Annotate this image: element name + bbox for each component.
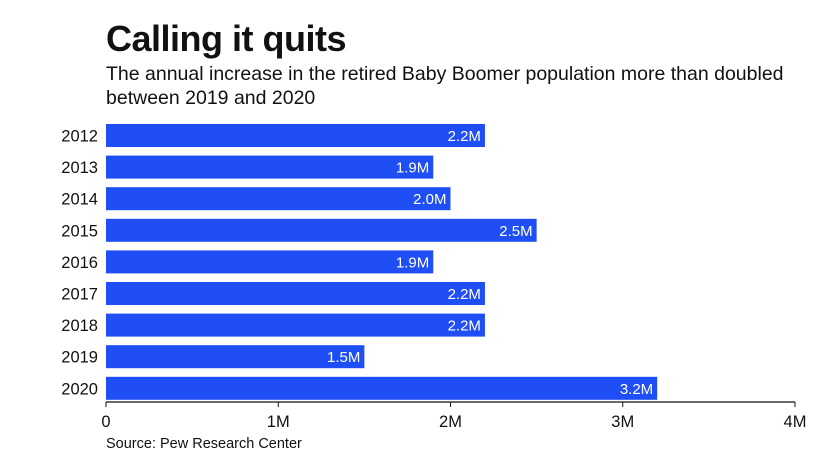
category-label: 2018 (61, 317, 98, 335)
value-label: 2.2M (448, 286, 481, 303)
category-label: 2016 (61, 254, 98, 272)
category-label: 2013 (61, 159, 98, 177)
x-tick-label: 3M (611, 413, 634, 431)
bar (106, 313, 485, 337)
category-label: 2015 (61, 222, 98, 240)
value-label: 1.9M (396, 160, 429, 177)
value-label: 2.2M (448, 128, 481, 145)
x-tick-label: 2M (439, 413, 462, 431)
x-tick-label: 0 (101, 413, 110, 431)
bar (106, 345, 365, 369)
bar (106, 124, 485, 147)
value-label: 1.5M (327, 349, 360, 366)
value-label: 3.2M (620, 381, 653, 398)
bar (106, 155, 434, 179)
category-label: 2012 (61, 128, 98, 146)
value-label: 2.2M (448, 318, 481, 335)
source-note: Source: Pew Research Center (106, 436, 302, 452)
category-label: 2019 (61, 349, 98, 367)
category-label: 2017 (61, 286, 98, 304)
value-label: 2.5M (499, 223, 532, 240)
chart-subtitle: The annual increase in the retired Baby … (106, 63, 784, 109)
value-label: 1.9M (396, 254, 429, 271)
bar (106, 218, 537, 242)
bar (106, 282, 485, 305)
bar (106, 250, 434, 274)
value-label: 2.0M (413, 191, 446, 208)
bar (106, 187, 451, 211)
x-tick-label: 4M (784, 413, 807, 431)
chart-title: Calling it quits (106, 18, 347, 59)
category-label: 2014 (61, 191, 98, 209)
category-label: 2020 (61, 380, 98, 398)
x-tick-label: 1M (267, 413, 290, 431)
bar (106, 376, 658, 400)
